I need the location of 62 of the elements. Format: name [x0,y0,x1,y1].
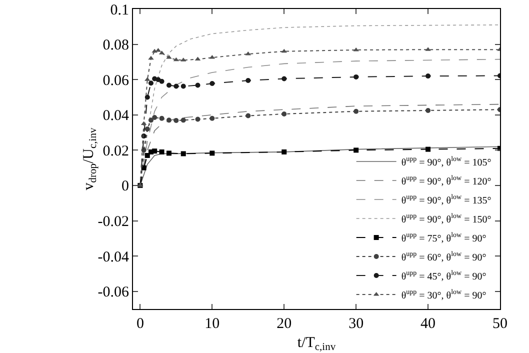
point [152,148,158,154]
x-tick-label: 20 [276,316,292,332]
y-tick-label: 0 [122,178,129,195]
point [144,126,150,132]
x-tick-label: 10 [204,316,220,332]
point [210,80,215,86]
point [282,112,287,116]
y-tick-label: 0.1 [110,2,129,18]
point [159,78,164,84]
point [180,118,186,123]
x-axis-title: t/T$_{c,inv}$ [297,334,336,353]
y-tick-label: 0.06 [102,72,130,89]
point [180,151,186,156]
x-tick-label: 40 [420,316,436,332]
point [144,94,150,100]
point [354,74,359,80]
legend-label: θ$^{upp}$ = 45°, θ$^{low}$ = 90° [401,269,486,282]
point [166,118,172,123]
x-tick-label: 50 [492,316,508,332]
point [246,113,251,118]
point [152,48,158,53]
point [159,116,164,121]
point [166,150,172,156]
point [210,150,215,156]
point [144,152,150,158]
legend-label: θ$^{upp}$ = 90°, θ$^{low}$ = 120° [401,174,492,188]
point [174,118,179,124]
point [156,77,161,82]
point [282,149,287,154]
legend-label: θ$^{upp}$ = 30°, θ$^{low}$ = 90° [401,288,486,302]
y-tick-label: 0.08 [102,38,129,54]
point [282,76,287,82]
point [195,116,200,122]
point [148,80,154,86]
legend-label: θ$^{upp}$ = 90°, θ$^{low}$ = 150° [401,212,492,226]
point [426,146,431,152]
point [354,108,359,114]
y-tick-label: -0.04 [98,249,130,266]
point [174,84,179,89]
y-tick-label: 0.02 [102,143,129,160]
point [159,149,164,154]
y-tick-label: 0.04 [102,108,130,124]
legend-label: θ$^{upp}$ = 60°, θ$^{low}$ = 90° [401,250,486,264]
y-tick-label: -0.02 [98,214,129,230]
legend-label: θ$^{upp}$ = 75°, θ$^{low}$ = 90° [401,231,486,244]
point [210,116,215,121]
point [166,82,172,88]
point [152,115,158,120]
x-tick-label: 0 [136,316,144,332]
point [195,82,200,88]
x-tick-label: 30 [348,316,364,332]
legend-label: θ$^{upp}$ = 90°, θ$^{low}$ = 105° [401,155,492,168]
point [148,56,154,60]
point [426,108,431,113]
point [141,165,146,170]
point [426,74,431,79]
point [180,84,186,89]
y-tick-label: -0.06 [98,284,130,301]
legend-label: θ$^{upp}$ = 90°, θ$^{low}$ = 135° [401,193,492,206]
point [354,148,359,153]
point [148,118,154,123]
point [246,78,251,83]
